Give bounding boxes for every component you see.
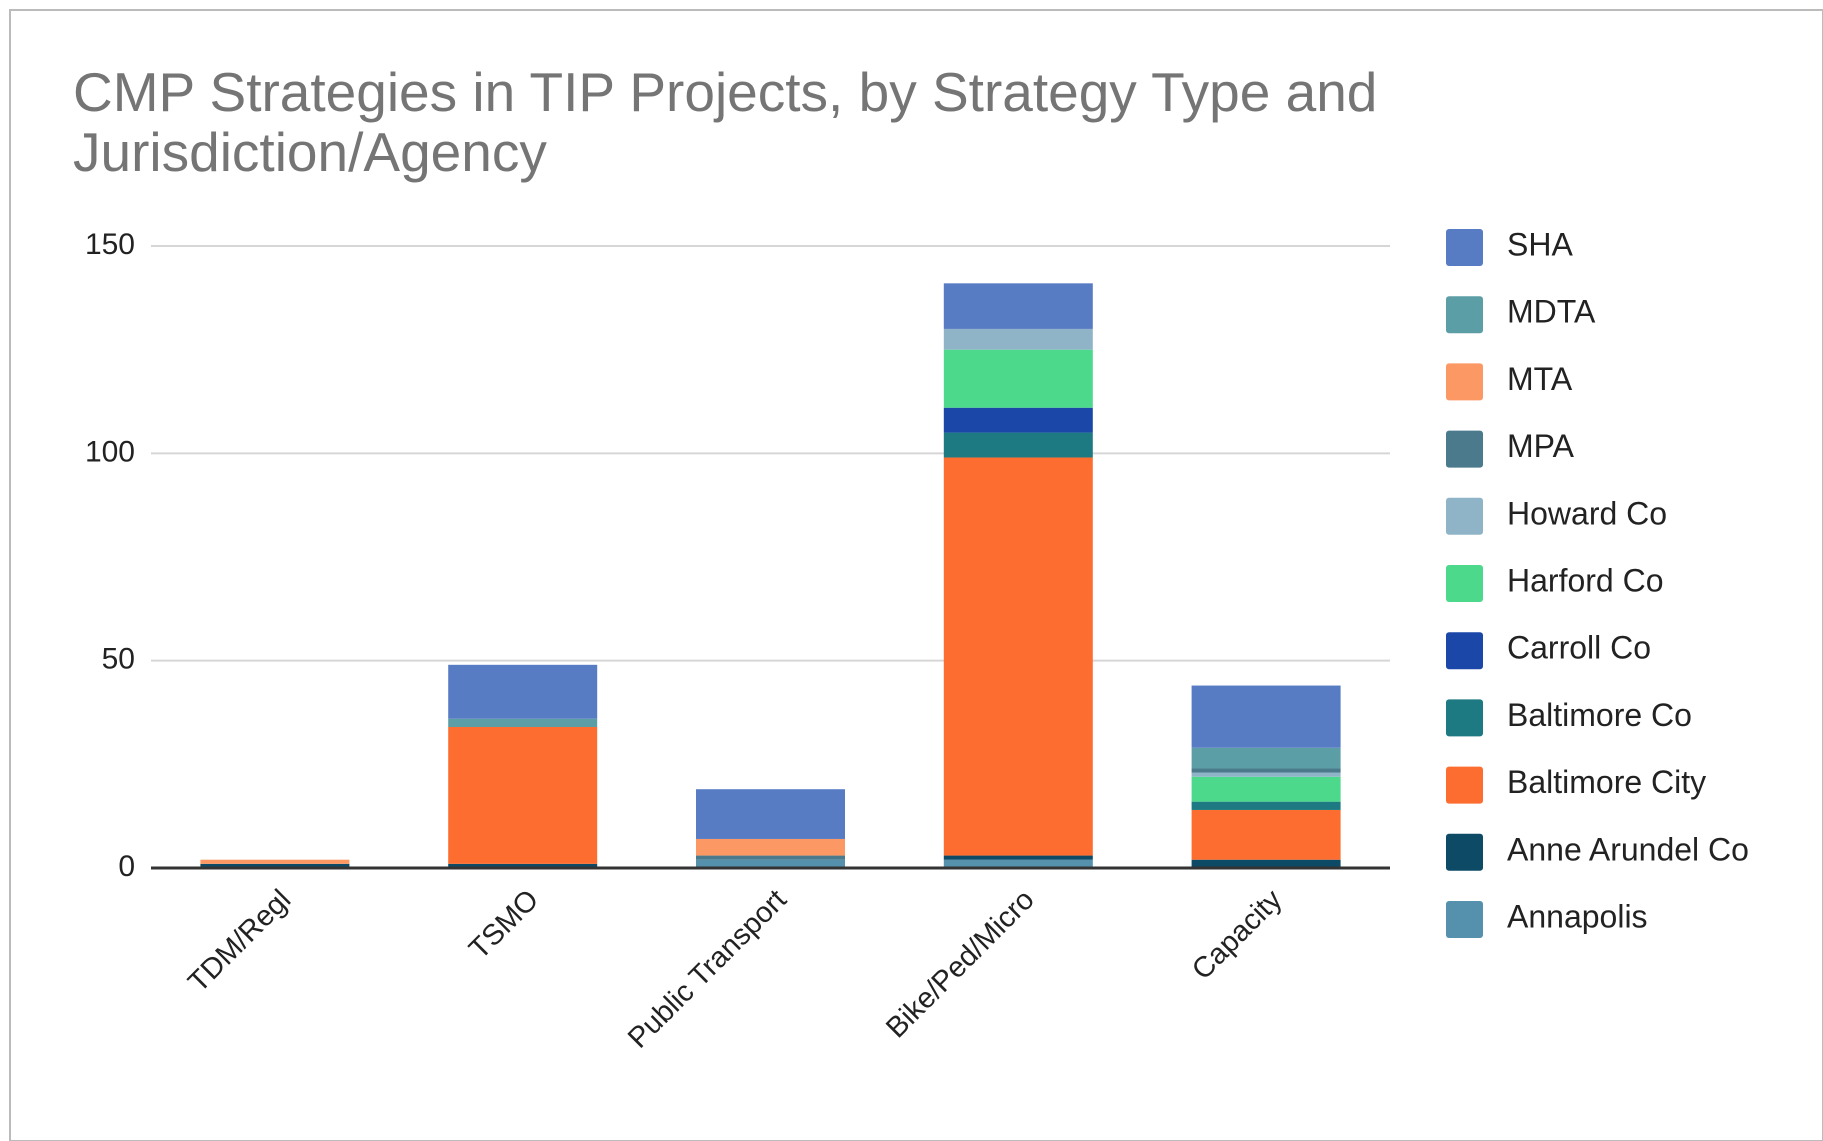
legend-swatch: [1446, 565, 1483, 602]
legend-swatch: [1446, 296, 1483, 334]
bar-segment: [943, 855, 1093, 860]
bar-segment: [943, 859, 1093, 868]
legend-label: Baltimore City: [1507, 764, 1706, 800]
bar-segment: [1191, 776, 1341, 802]
bar-segment: [943, 328, 1093, 350]
legend-label: Annapolis: [1507, 898, 1648, 934]
legend-label: Carroll Co: [1507, 630, 1651, 666]
legend-swatch: [1446, 901, 1483, 938]
legend-label: SHA: [1507, 226, 1573, 262]
legend-swatch: [1446, 430, 1483, 468]
legend-label: MPA: [1507, 428, 1575, 464]
bar-segment: [1191, 685, 1341, 748]
y-tick-label: 50: [102, 643, 135, 676]
x-tick-label: Public Transport: [622, 884, 793, 1055]
bar-segment: [943, 432, 1093, 458]
legend-label: MTA: [1507, 361, 1573, 397]
x-tick-label: TSMO: [463, 884, 545, 966]
chart-title: CMP Strategies in TIP Projects, by Strat…: [73, 61, 1378, 183]
bar-segment: [696, 838, 845, 856]
frame: [9, 9, 1823, 1141]
bar-segment: [448, 664, 598, 719]
bar-segment: [1191, 747, 1341, 769]
legend-swatch: [1446, 229, 1483, 266]
legend-label: Howard Co: [1507, 495, 1667, 531]
bar-segment: [943, 407, 1093, 433]
legend-swatch: [1446, 497, 1483, 535]
y-tick-label: 0: [118, 850, 135, 883]
x-tick-label: Bike/Ped/Micro: [880, 884, 1041, 1045]
bar-segment: [696, 859, 845, 868]
bar-segment: [1191, 768, 1341, 773]
bar-segment: [696, 789, 845, 839]
bar-segment: [943, 457, 1093, 856]
bar-segment: [1191, 772, 1341, 777]
legend-swatch: [1446, 699, 1483, 737]
y-tick-label: 100: [85, 435, 135, 468]
legend-swatch: [1446, 833, 1483, 871]
legend-label: Anne Arundel Co: [1507, 831, 1749, 867]
legend-swatch: [1446, 632, 1483, 670]
legend-label: MDTA: [1507, 294, 1596, 330]
legend-label: Harford Co: [1507, 562, 1664, 598]
bar-segment: [448, 727, 598, 864]
bar-segment: [943, 283, 1093, 329]
bar-segment: [448, 718, 598, 728]
bar-segment: [200, 863, 350, 868]
x-tick-label: TDM/Regl: [182, 884, 297, 999]
bar-segment: [943, 349, 1093, 408]
bar-segment: [1191, 801, 1341, 810]
legend-swatch: [1446, 363, 1483, 401]
bar-segment: [1191, 859, 1341, 868]
bar-segment: [448, 863, 598, 868]
bar-segment: [696, 855, 845, 860]
legend-swatch: [1446, 766, 1483, 804]
y-tick-label: 150: [85, 228, 135, 261]
bar-segment: [1191, 809, 1341, 860]
bar-segment: [200, 859, 350, 864]
legend-label: Baltimore Co: [1507, 697, 1692, 733]
x-tick-label: Capacity: [1186, 883, 1289, 986]
